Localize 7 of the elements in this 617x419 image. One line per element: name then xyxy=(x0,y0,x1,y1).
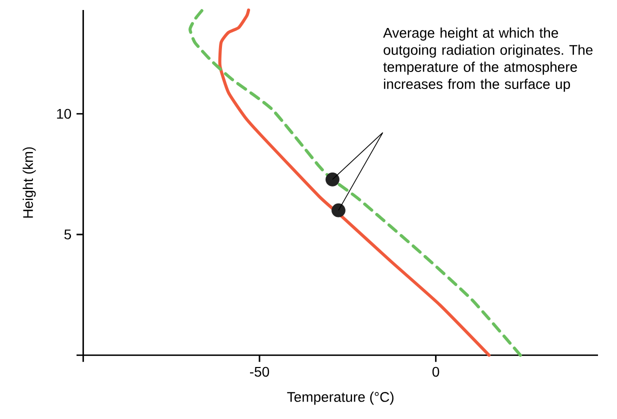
y-axis-title: Height (km) xyxy=(22,147,36,218)
y-tick-label: 10 xyxy=(57,108,72,119)
y-tick-label: 5 xyxy=(64,230,72,240)
x-axis-title: Temperature (°C) xyxy=(287,392,394,405)
x-tick-label: -50 xyxy=(250,366,270,377)
annotation: Average height at which the outgoing radiation originates. The temperature of the atmosphere increases from the surface up xyxy=(383,28,593,92)
x-tick-label: 0 xyxy=(432,366,440,377)
